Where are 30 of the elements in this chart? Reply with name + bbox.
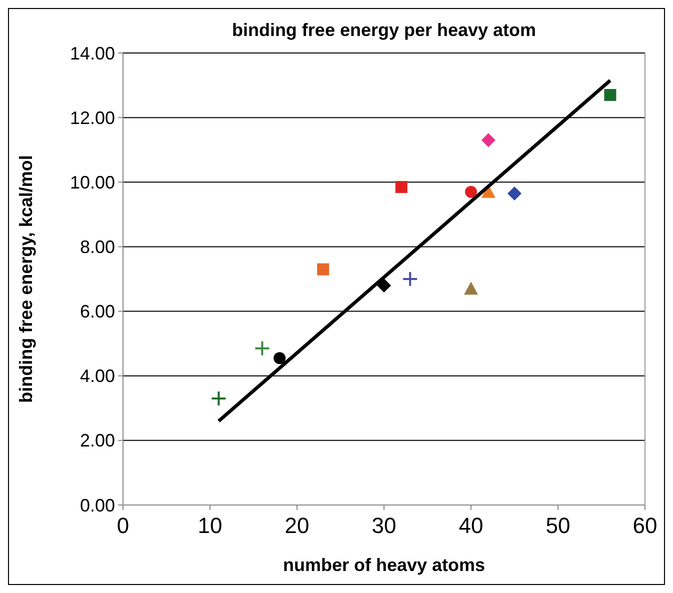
y-tick-label: 14.00 (70, 43, 115, 64)
x-axis-title: number of heavy atoms (282, 555, 486, 575)
point (508, 186, 522, 200)
y-tick-label: 4.00 (80, 366, 115, 386)
y-tick-label: 8.00 (80, 237, 115, 258)
y-tick-label: 12.00 (70, 108, 115, 128)
point (274, 352, 286, 364)
point (481, 133, 496, 148)
point (377, 278, 391, 292)
x-tick-label: 40 (458, 513, 484, 538)
x-tick-label: 60 (632, 513, 658, 538)
y-tick-label: 0.00 (80, 495, 115, 516)
chart-title: binding free energy per heavy atom (232, 20, 536, 40)
y-tick-label: 10.00 (70, 172, 115, 192)
y-tick-label: 6.00 (80, 302, 115, 322)
x-tick-label: 20 (284, 513, 310, 538)
point (464, 282, 478, 295)
y-axis-title: binding free energy, kcal/mol (16, 155, 36, 403)
point (210, 390, 227, 406)
x-tick-label: 10 (198, 513, 222, 538)
point (402, 271, 418, 287)
point (254, 340, 270, 356)
y-tick-label: 2.00 (80, 430, 115, 451)
point (465, 186, 477, 198)
x-tick-label: 50 (546, 513, 570, 538)
x-tick-label: 30 (372, 513, 396, 538)
point (604, 88, 616, 101)
point (317, 263, 330, 276)
x-tick-label: 0 (116, 513, 130, 538)
point (395, 180, 408, 193)
